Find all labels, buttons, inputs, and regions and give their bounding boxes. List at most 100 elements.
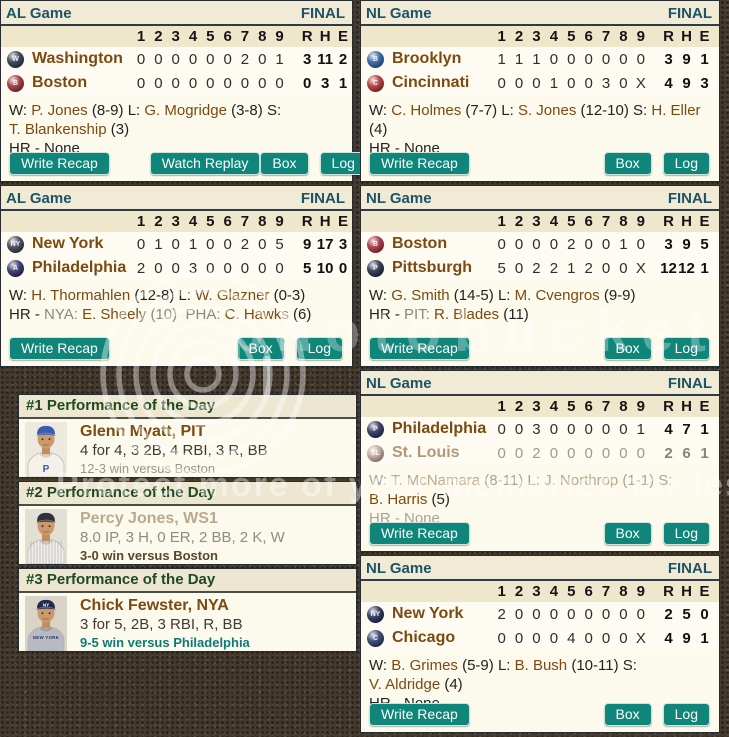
player-link[interactable]: C. Hawks — [224, 306, 289, 323]
linescore-col-header: 7 — [240, 28, 250, 45]
team-row: B Boston 0 0 0 0 2 0 0 1 0 3 9 5 — [361, 232, 719, 256]
box-button[interactable]: Box — [236, 337, 285, 360]
write-recap-button[interactable]: Write Recap — [9, 152, 110, 175]
box-button[interactable]: Box — [603, 703, 652, 726]
player-link[interactable]: J. Northrop — [544, 472, 619, 489]
player-link[interactable]: B. Bush — [514, 657, 568, 674]
write-recap-button[interactable]: Write Recap — [9, 337, 110, 360]
team-name-link[interactable]: New York — [32, 235, 104, 252]
watch-replay-button[interactable]: Watch Replay — [149, 152, 261, 175]
log-button[interactable]: Log — [662, 703, 710, 726]
box-button[interactable]: Box — [603, 522, 652, 545]
team-logo-icon: W — [7, 50, 24, 68]
team-name-link[interactable]: New York — [392, 605, 464, 622]
team-name-link[interactable]: Washington — [32, 50, 123, 67]
inning-score: 3 — [188, 259, 198, 277]
write-recap-button[interactable]: Write Recap — [369, 152, 470, 175]
log-button[interactable]: Log — [662, 152, 710, 175]
inning-score: 1 — [636, 420, 645, 438]
linescore-col-header: 2 — [154, 213, 163, 230]
player-link[interactable]: B. Harris — [369, 491, 428, 508]
pitching-text: (12-10) — [576, 102, 634, 119]
linescore-col-header: 7 — [601, 583, 611, 600]
player-link[interactable]: S. Jones — [517, 102, 577, 119]
log-button[interactable]: Log — [295, 337, 343, 360]
inning-score: 0 — [636, 50, 645, 68]
linescore-col-header: 6 — [584, 28, 593, 45]
team-name-link[interactable]: Philadelphia — [32, 259, 127, 276]
linescore-col-header: R — [663, 398, 674, 415]
player-link[interactable]: T. Blankenship — [9, 121, 107, 138]
game-header: NL Game FINAL — [361, 371, 719, 396]
pitching-line: HR - NYA: E. Sheely (10) PHA: C. Hawks (… — [9, 305, 344, 324]
perf-player-link[interactable]: Glenn Myatt, PIT — [80, 423, 206, 440]
inning-score: 0 — [497, 74, 506, 92]
inning-score: 0 — [188, 74, 198, 92]
write-recap-button[interactable]: Write Recap — [369, 703, 470, 726]
inning-score: 0 — [584, 444, 593, 462]
linescore-table: 1 2 3 4 5 6 7 8 9 R H E NY New York 0 1 0 1 0 0 2 0 5 9 17 3 A Phil… — [1, 211, 352, 280]
svg-text:NY: NY — [43, 603, 49, 608]
button-row: Write Recap Box Log — [369, 337, 710, 360]
player-link[interactable]: W. Glazner — [195, 287, 270, 304]
team-name-link[interactable]: Boston — [32, 74, 88, 91]
team-name-link[interactable]: Brooklyn — [392, 50, 462, 67]
player-link[interactable]: H. Thormahlen — [31, 287, 131, 304]
player-link[interactable]: G. Mogridge — [144, 102, 227, 119]
player-link[interactable]: M. Cvengros — [514, 287, 600, 304]
inning-score: 0 — [532, 74, 541, 92]
box-button[interactable]: Box — [603, 337, 652, 360]
team-name-link[interactable]: Philadelphia — [392, 420, 487, 437]
pitching-text: (10-11) — [567, 657, 623, 674]
team-name-link[interactable]: Chicago — [392, 629, 456, 646]
player-link[interactable]: E. Sheely — [82, 306, 147, 323]
team-name-link[interactable]: Cincinnati — [392, 74, 470, 91]
linescore-col-header: 9 — [275, 28, 284, 45]
log-button[interactable]: Log — [662, 522, 710, 545]
box-button[interactable]: Box — [603, 152, 652, 175]
player-link[interactable]: G. Smith — [391, 287, 450, 304]
team-name-link[interactable]: St. Louis — [392, 444, 460, 461]
log-button[interactable]: Log — [319, 152, 367, 175]
inning-score: 2 — [532, 259, 541, 277]
team-name-link[interactable]: Boston — [392, 235, 448, 252]
pitching-text: S: — [622, 657, 637, 674]
inning-score: 0 — [619, 629, 628, 647]
player-link[interactable]: C. Holmes — [391, 102, 462, 119]
pitching-text: NYA: — [44, 306, 83, 323]
linescore-col-header: 3 — [171, 213, 180, 230]
player-link[interactable]: R. Blades — [434, 306, 500, 323]
inning-score: 0 — [275, 74, 284, 92]
pitching-text: (0-3) — [269, 287, 306, 304]
linescore-col-header: 2 — [514, 28, 524, 45]
team-name-link[interactable]: Pittsburgh — [392, 259, 472, 276]
hits-total: 6 — [682, 444, 691, 462]
player-link[interactable]: V. Aldridge — [369, 676, 441, 693]
player-link[interactable]: H. Eller — [651, 102, 701, 119]
errors-total: 5 — [700, 235, 709, 253]
player-link[interactable]: T. McNamara — [390, 472, 481, 489]
pitching-text: S: — [658, 472, 673, 489]
player-portrait: P — [25, 422, 67, 478]
inning-score: 0 — [584, 605, 593, 623]
log-button[interactable]: Log — [662, 337, 710, 360]
runs-total: 4 — [664, 629, 673, 647]
player-link[interactable]: P. Jones — [31, 102, 88, 119]
player-link[interactable]: B. Grimes — [391, 657, 458, 674]
perf-player-link[interactable]: Percy Jones, WS1 — [80, 510, 218, 527]
perf-texts: Percy Jones, WS1 8.0 IP, 3 H, 0 ER, 2 BB,… — [80, 509, 285, 563]
svg-text:P: P — [43, 464, 50, 475]
inning-score: 0 — [206, 74, 215, 92]
box-button[interactable]: Box — [260, 152, 309, 175]
write-recap-button[interactable]: Write Recap — [369, 337, 470, 360]
inning-score: 0 — [154, 259, 163, 277]
svg-text:NEW YORK: NEW YORK — [33, 635, 60, 640]
linescore-col-header: H — [681, 583, 692, 600]
hits-total: 7 — [682, 420, 691, 438]
write-recap-button[interactable]: Write Recap — [369, 522, 470, 545]
league-label: NL Game — [366, 374, 432, 392]
inning-score: 0 — [567, 605, 576, 623]
perf-player-link[interactable]: Chick Fewster, NYA — [80, 597, 229, 614]
inning-score: 0 — [636, 444, 645, 462]
linescore-col-header: E — [338, 213, 349, 230]
